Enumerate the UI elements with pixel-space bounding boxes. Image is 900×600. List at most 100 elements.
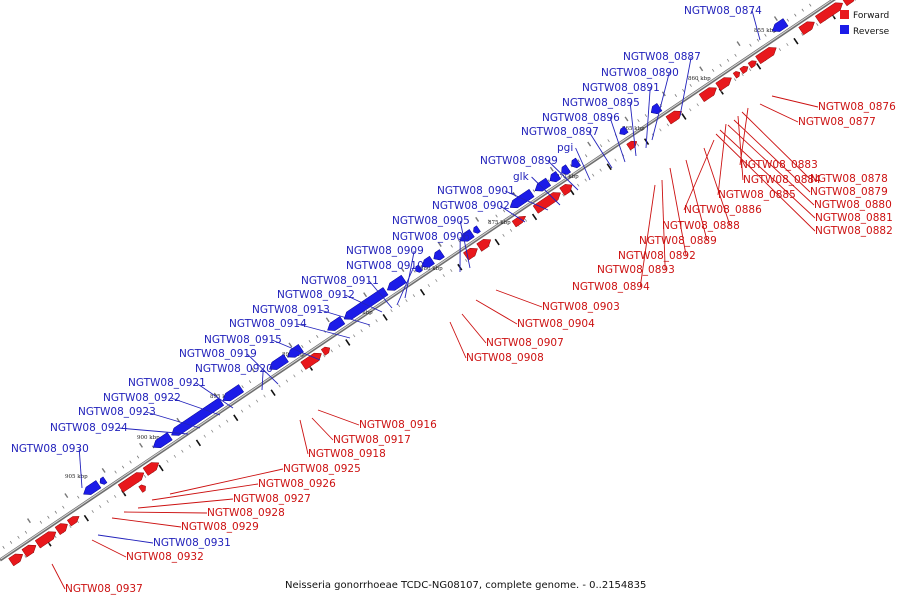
forward-gene-label: NGTW08_0927 <box>233 493 311 505</box>
tick-lower <box>270 389 276 397</box>
tick-lower <box>681 113 687 120</box>
reverse-gene-label: NGTW08_0922 <box>103 392 181 404</box>
forward-gene-arrow <box>665 110 683 125</box>
leader-line <box>685 159 708 242</box>
reverse-gene-label: NGTW08_0901 <box>437 185 515 197</box>
tick-lower <box>591 173 595 177</box>
tick-lower <box>524 218 528 222</box>
reverse-gene-label: NGTW08_0915 <box>204 334 282 346</box>
gene-shading <box>820 11 841 26</box>
tick-upper <box>437 242 442 247</box>
reverse-gene-label: NGTW08_0897 <box>521 126 599 138</box>
forward-gene-label: NGTW08_0882 <box>815 225 893 237</box>
tick-upper <box>699 66 704 72</box>
tick-upper <box>62 505 65 509</box>
tick-upper <box>241 385 244 389</box>
reverse-gene-label: NGTW08_0890 <box>601 67 679 79</box>
tick-lower <box>502 233 505 237</box>
leader-line <box>171 397 221 416</box>
reverse-gene-label: NGTW08_0895 <box>562 97 640 109</box>
gene-shading <box>760 55 775 66</box>
tick-lower <box>300 369 304 373</box>
gene-shading <box>846 2 854 8</box>
tick-upper <box>24 530 28 534</box>
tick-lower <box>786 43 789 47</box>
reverse-gene-label: NGTW08_0905 <box>392 215 470 227</box>
tick-lower <box>83 514 89 522</box>
figure-caption: Neisseria gonorrhoeae TCDC-NG08107, comp… <box>285 580 646 591</box>
tick-upper <box>697 78 700 82</box>
forward-gene-arrow <box>8 553 24 567</box>
reverse-gene-arrow <box>269 354 289 370</box>
tick-lower <box>203 434 206 438</box>
tick-upper <box>101 467 106 473</box>
tick-lower <box>330 349 333 353</box>
leader-line <box>547 160 579 191</box>
tick-upper <box>121 465 125 469</box>
leader-line <box>669 167 687 257</box>
tick-upper <box>301 345 304 348</box>
tick-upper <box>363 292 368 298</box>
reverse-gene-arrow <box>421 255 435 268</box>
gene-shading <box>468 256 476 262</box>
tick-upper <box>151 445 155 449</box>
tick-lower <box>226 419 229 423</box>
leader-line <box>272 339 321 361</box>
tick-upper <box>674 94 677 97</box>
forward-gene-label: NGTW08_0878 <box>810 173 888 185</box>
tick-upper <box>413 269 416 273</box>
leader-line <box>703 147 731 227</box>
leader-line <box>505 190 549 211</box>
leader-line <box>97 534 154 544</box>
forward-gene-arrow <box>476 239 492 252</box>
tick-lower <box>345 339 351 346</box>
tick-upper <box>114 470 117 474</box>
tick-lower <box>69 525 72 529</box>
tick-upper <box>129 460 132 464</box>
forward-gene-label: NGTW08_0876 <box>818 101 896 113</box>
leader-line <box>733 119 811 193</box>
reverse-gene-label: NGTW08_0887 <box>623 51 701 63</box>
forward-gene-label: NGTW08_0884 <box>743 174 821 186</box>
reverse-gene-label: NGTW08_0874 <box>684 5 762 17</box>
gene-shading <box>566 172 571 177</box>
reverse-gene-label: pgi <box>557 142 573 154</box>
reverse-gene-arrow <box>99 476 108 485</box>
tick-upper <box>786 18 789 22</box>
forward-gene-arrow <box>715 77 732 91</box>
tick-lower <box>442 274 445 278</box>
tick-lower <box>278 384 281 388</box>
leader-line <box>727 124 815 206</box>
tick-upper <box>308 340 311 343</box>
reverse-gene-label: NGTW08_0899 <box>480 155 558 167</box>
reverse-gene-arrow <box>343 287 389 320</box>
reverse-gene-label: NGTW08_0891 <box>582 82 660 94</box>
tick-lower <box>599 168 602 172</box>
reverse-gene-label: NGTW08_0930 <box>11 443 89 455</box>
tick-upper <box>487 219 491 223</box>
reverse-gene-arrow <box>534 177 552 192</box>
legend-forward-swatch <box>840 10 849 19</box>
reverse-gene-label: NGTW08_0910 <box>346 260 424 272</box>
tick-upper <box>248 380 252 384</box>
gene-shading <box>624 133 629 137</box>
leader-line <box>169 468 284 495</box>
tick-upper <box>39 520 43 524</box>
tick-lower <box>450 269 453 272</box>
gene-shading <box>517 197 535 210</box>
reverse-gene-arrow <box>327 316 346 331</box>
reverse-gene-label: NGTW08_0911 <box>301 275 379 287</box>
tick-lower <box>375 319 378 323</box>
kbp-label: 895 kbp <box>210 394 233 400</box>
leader-line <box>311 417 334 441</box>
leader-line <box>588 131 613 169</box>
forward-gene-arrow <box>54 523 68 536</box>
tick-lower <box>666 123 670 127</box>
leader-line <box>679 56 692 117</box>
forward-gene-label: NGTW08_0881 <box>815 212 893 224</box>
gene-shading <box>305 361 320 372</box>
tick-lower <box>158 464 164 472</box>
tick-lower <box>181 449 184 453</box>
reverse-gene-label: NGTW08_0913 <box>252 304 330 316</box>
leader-line <box>741 111 811 180</box>
